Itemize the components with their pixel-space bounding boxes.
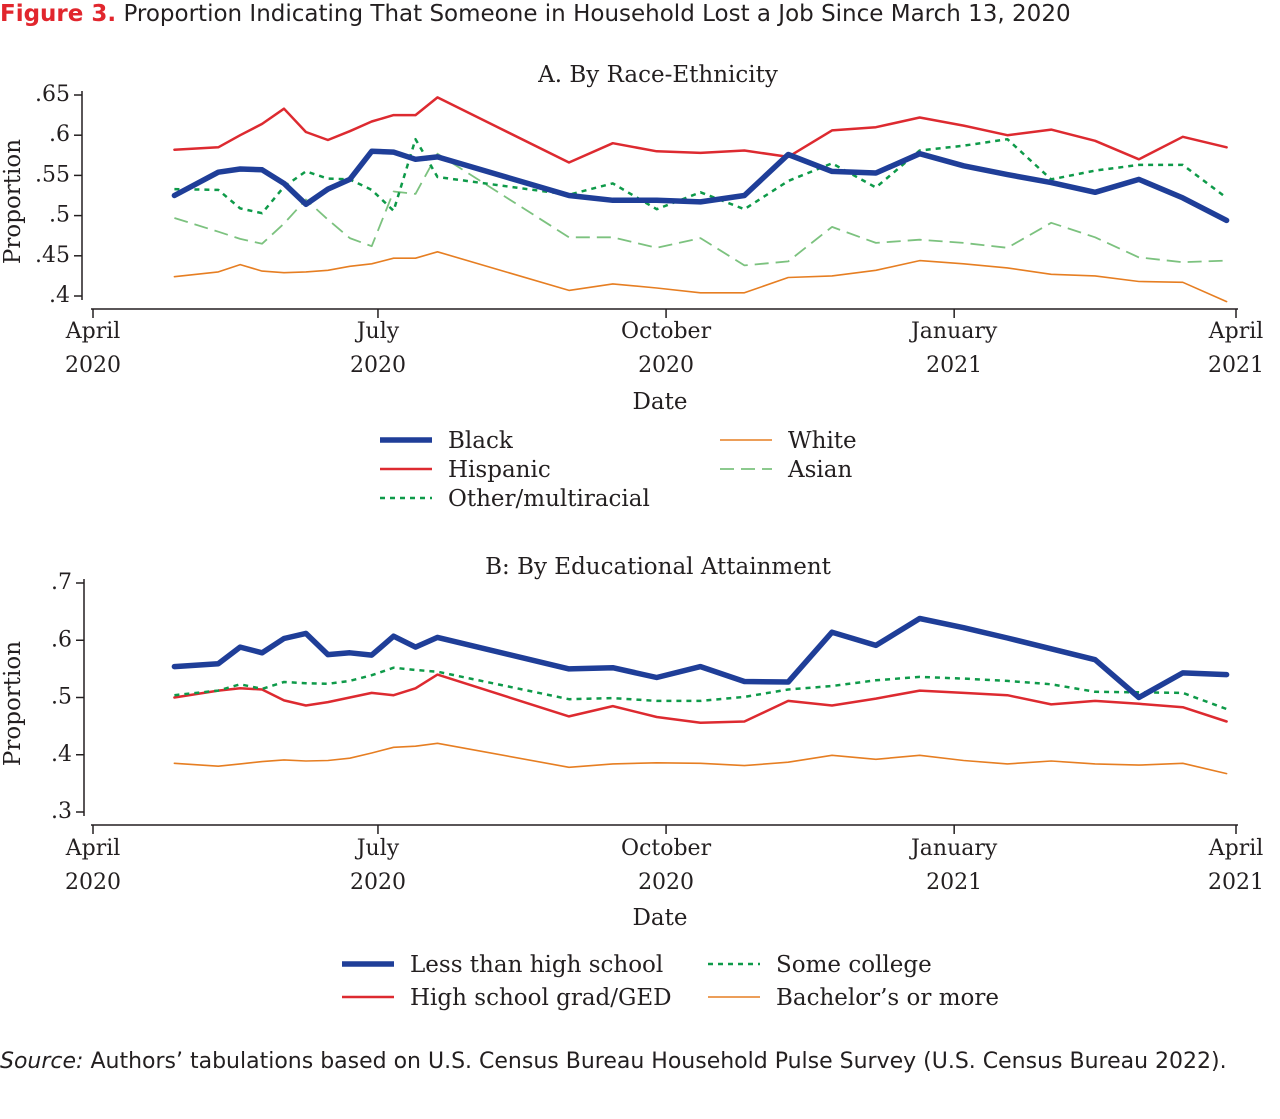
- y-tick-label: .4: [51, 742, 72, 767]
- y-tick-label: .6: [49, 122, 70, 147]
- x-tick-label: 2021: [926, 353, 982, 378]
- source-note: Source: Authors’ tabulations based on U.…: [0, 1046, 1278, 1078]
- x-tick-label: April: [1208, 836, 1264, 861]
- legend-label: Bachelor’s or more: [776, 985, 999, 1011]
- legend-item: Bachelor’s or more: [708, 985, 999, 1011]
- y-tick-label: .45: [35, 243, 70, 268]
- legend-label: Some college: [776, 952, 932, 978]
- y-tick-label: .4: [49, 283, 70, 308]
- series-line-hispanic: [173, 96, 1228, 164]
- x-tick-label: 2020: [350, 870, 406, 895]
- x-tick-label: 2020: [65, 870, 121, 895]
- x-tick-label: 2020: [638, 353, 694, 378]
- x-tick-label: July: [355, 836, 400, 861]
- x-tick-label: January: [909, 836, 998, 861]
- legend-item: Asian: [720, 457, 852, 483]
- legend-item: High school grad/GED: [342, 985, 672, 1011]
- legend-item: Some college: [708, 952, 932, 978]
- series-line-less-than-high-school: [171, 615, 1230, 701]
- x-tick-label: April: [1208, 319, 1264, 344]
- legend-label: Other/multiracial: [448, 486, 650, 512]
- x-tick-label: 2020: [638, 870, 694, 895]
- figure-title: Figure 3. Proportion Indicating That Som…: [0, 0, 1280, 28]
- y-tick-label: .5: [49, 203, 70, 228]
- series-line-white: [173, 251, 1228, 303]
- y-tick-label: .3: [51, 799, 72, 824]
- x-tick-label: 2021: [1208, 870, 1264, 895]
- chart-title: B: By Educational Attainment: [485, 554, 832, 580]
- x-tick-label: October: [621, 836, 712, 861]
- legend-item: White: [720, 428, 857, 454]
- x-tick-label: 2021: [1208, 353, 1264, 378]
- x-tick-label: July: [355, 319, 400, 344]
- x-axis-label: Date: [632, 389, 687, 415]
- figure-title-text: Proportion Indicating That Someone in Ho…: [123, 1, 1071, 27]
- x-tick-label: January: [909, 319, 998, 344]
- y-tick-label: .55: [35, 162, 70, 187]
- x-tick-label: 2020: [350, 353, 406, 378]
- series-line-other-multiracial: [174, 137, 1228, 215]
- x-tick-label: 2021: [926, 870, 982, 895]
- y-tick-label: .6: [51, 627, 72, 652]
- series-line-asian: [174, 152, 1227, 267]
- y-tick-label: .65: [35, 82, 70, 107]
- legend-label: Less than high school: [410, 952, 663, 978]
- y-tick-label: .5: [51, 685, 72, 710]
- x-tick-label: April: [65, 836, 121, 861]
- legend-item: Less than high school: [342, 952, 663, 978]
- x-tick-label: October: [621, 319, 712, 344]
- series-line-some-college: [174, 666, 1228, 711]
- series-line-black: [171, 148, 1230, 224]
- source-text: Authors’ tabulations based on U.S. Censu…: [90, 1049, 1227, 1074]
- source-label: Source:: [0, 1049, 84, 1074]
- x-tick-label: 2020: [65, 353, 121, 378]
- y-tick-label: .7: [51, 570, 72, 595]
- legend-label: Black: [448, 428, 514, 454]
- series-line-bachelor-s-or-more: [173, 742, 1228, 775]
- chart-panel-a: A. By Race-Ethnicity .4 .45 .5 .55 .6 .65 Propo…: [0, 62, 1264, 512]
- chart-title: A. By Race-Ethnicity: [537, 62, 778, 88]
- legend-item: Hispanic: [380, 457, 551, 483]
- legend-label: Asian: [787, 457, 852, 483]
- legend-label: Hispanic: [448, 457, 551, 483]
- legend-label: High school grad/GED: [410, 985, 672, 1011]
- legend-label: White: [788, 428, 857, 454]
- legend-item: Other/multiracial: [380, 486, 650, 512]
- x-tick-label: April: [65, 319, 121, 344]
- legend-item: Black: [380, 428, 514, 454]
- x-axis-label: Date: [632, 905, 687, 931]
- chart-panel-b: B: By Educational Attainment .3 .4 .5 .6 .7 Pr…: [0, 554, 1264, 1011]
- figure-label: Figure 3.: [0, 1, 117, 27]
- series-line-high-school-grad-ged: [173, 673, 1228, 724]
- y-axis-label: Proportion: [0, 139, 26, 264]
- y-axis-label: Proportion: [0, 641, 26, 766]
